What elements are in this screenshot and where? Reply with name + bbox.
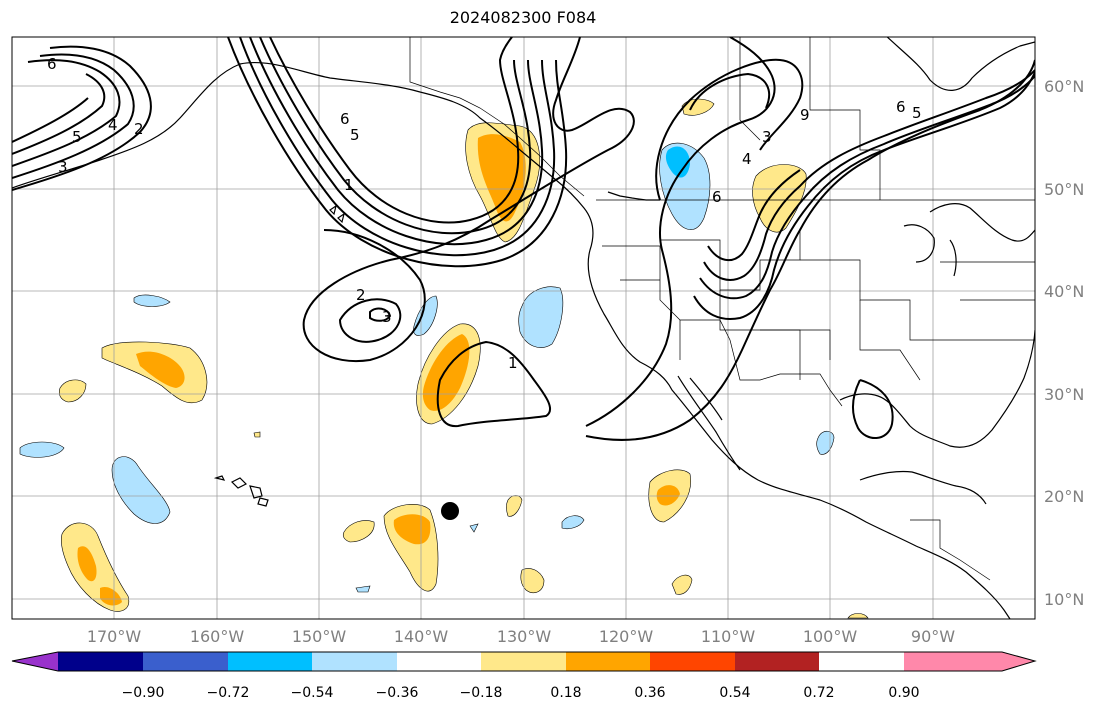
longitude-labels: 170°W 160°W 150°W 140°W 130°W 120°W 110°… xyxy=(87,627,955,646)
lon-label: 140°W xyxy=(394,627,449,646)
contour-label: 4 xyxy=(108,116,118,134)
colorbar-tick-label: −0.72 xyxy=(207,685,250,701)
contour-labels: 6 5 4 2 3 6 5 1 2 3 1 3 4 6 9 6 5 xyxy=(47,55,922,372)
lon-label: 160°W xyxy=(190,627,245,646)
contour-label: 9 xyxy=(800,106,810,124)
lon-label: 120°W xyxy=(599,627,654,646)
contour-label: 6 xyxy=(896,98,906,116)
political-borders xyxy=(409,37,1035,581)
colorbar-cell xyxy=(566,652,650,671)
colorbar-tick-label: −0.36 xyxy=(376,685,419,701)
colorbar-outline xyxy=(11,651,1037,672)
map-frame xyxy=(11,36,1036,620)
colorbar-cell xyxy=(650,652,735,671)
colorbar-extend-low xyxy=(12,652,58,671)
lat-label: 60°N xyxy=(1044,77,1084,96)
contour-label: 6 xyxy=(47,55,57,73)
colorbar-cell xyxy=(58,652,143,671)
contour-label: 3 xyxy=(382,308,392,326)
lat-label: 40°N xyxy=(1044,282,1084,301)
lat-label: 30°N xyxy=(1044,385,1084,404)
colorbar-tick-label: −0.54 xyxy=(291,685,334,701)
contour-label: 1 xyxy=(508,354,518,372)
colorbar-tick-label: 0.90 xyxy=(888,685,919,701)
contour-label: 6 xyxy=(712,188,722,206)
contour-label: 5 xyxy=(912,104,922,122)
colorbar-tick-label: −0.18 xyxy=(460,685,503,701)
colorbar-cell xyxy=(481,652,566,671)
lon-label: 110°W xyxy=(701,627,756,646)
lon-label: 170°W xyxy=(87,627,142,646)
colorbar-tick-label: 0.72 xyxy=(803,685,834,701)
colorbar-cell xyxy=(397,652,481,671)
lon-label: 130°W xyxy=(497,627,552,646)
lat-label: 50°N xyxy=(1044,180,1084,199)
contour-label: 5 xyxy=(350,126,360,144)
colorbar-tick-label: 0.54 xyxy=(719,685,750,701)
contour-label: 1 xyxy=(344,176,354,194)
contour-label: 5 xyxy=(72,128,82,146)
colorbar-tick-label: 0.18 xyxy=(550,685,581,701)
contour-label: 6 xyxy=(340,110,350,128)
lon-label: 100°W xyxy=(803,627,858,646)
lat-label: 10°N xyxy=(1044,590,1084,609)
shaded-anomaly-fields xyxy=(19,98,869,619)
contour-label: 3 xyxy=(762,128,772,146)
contour-label: 4 xyxy=(742,150,752,168)
map-title: 2024082300 F084 xyxy=(449,8,597,27)
colorbar: −0.90 −0.72 −0.54 −0.36 −0.18 0.18 0.36 … xyxy=(11,651,1037,701)
colorbar-cell xyxy=(143,652,228,671)
lat-label: 20°N xyxy=(1044,487,1084,506)
colorbar-cell xyxy=(312,652,397,671)
lon-label: 90°W xyxy=(911,627,955,646)
contour-label: 2 xyxy=(134,120,144,138)
colorbar-cell xyxy=(228,652,312,671)
colorbar-tick-label: −0.90 xyxy=(122,685,165,701)
colorbar-tick-label: 0.36 xyxy=(634,685,665,701)
storm-position-marker xyxy=(441,502,459,520)
contour-label: 2 xyxy=(356,286,366,304)
colorbar-cell xyxy=(735,652,819,671)
colorbar-extend-high xyxy=(904,652,1035,671)
lon-label: 150°W xyxy=(292,627,347,646)
latitude-labels: 60°N 50°N 40°N 30°N 20°N 10°N xyxy=(1044,77,1084,609)
contour-lines xyxy=(12,37,1035,441)
contour-label: 3 xyxy=(58,158,68,176)
